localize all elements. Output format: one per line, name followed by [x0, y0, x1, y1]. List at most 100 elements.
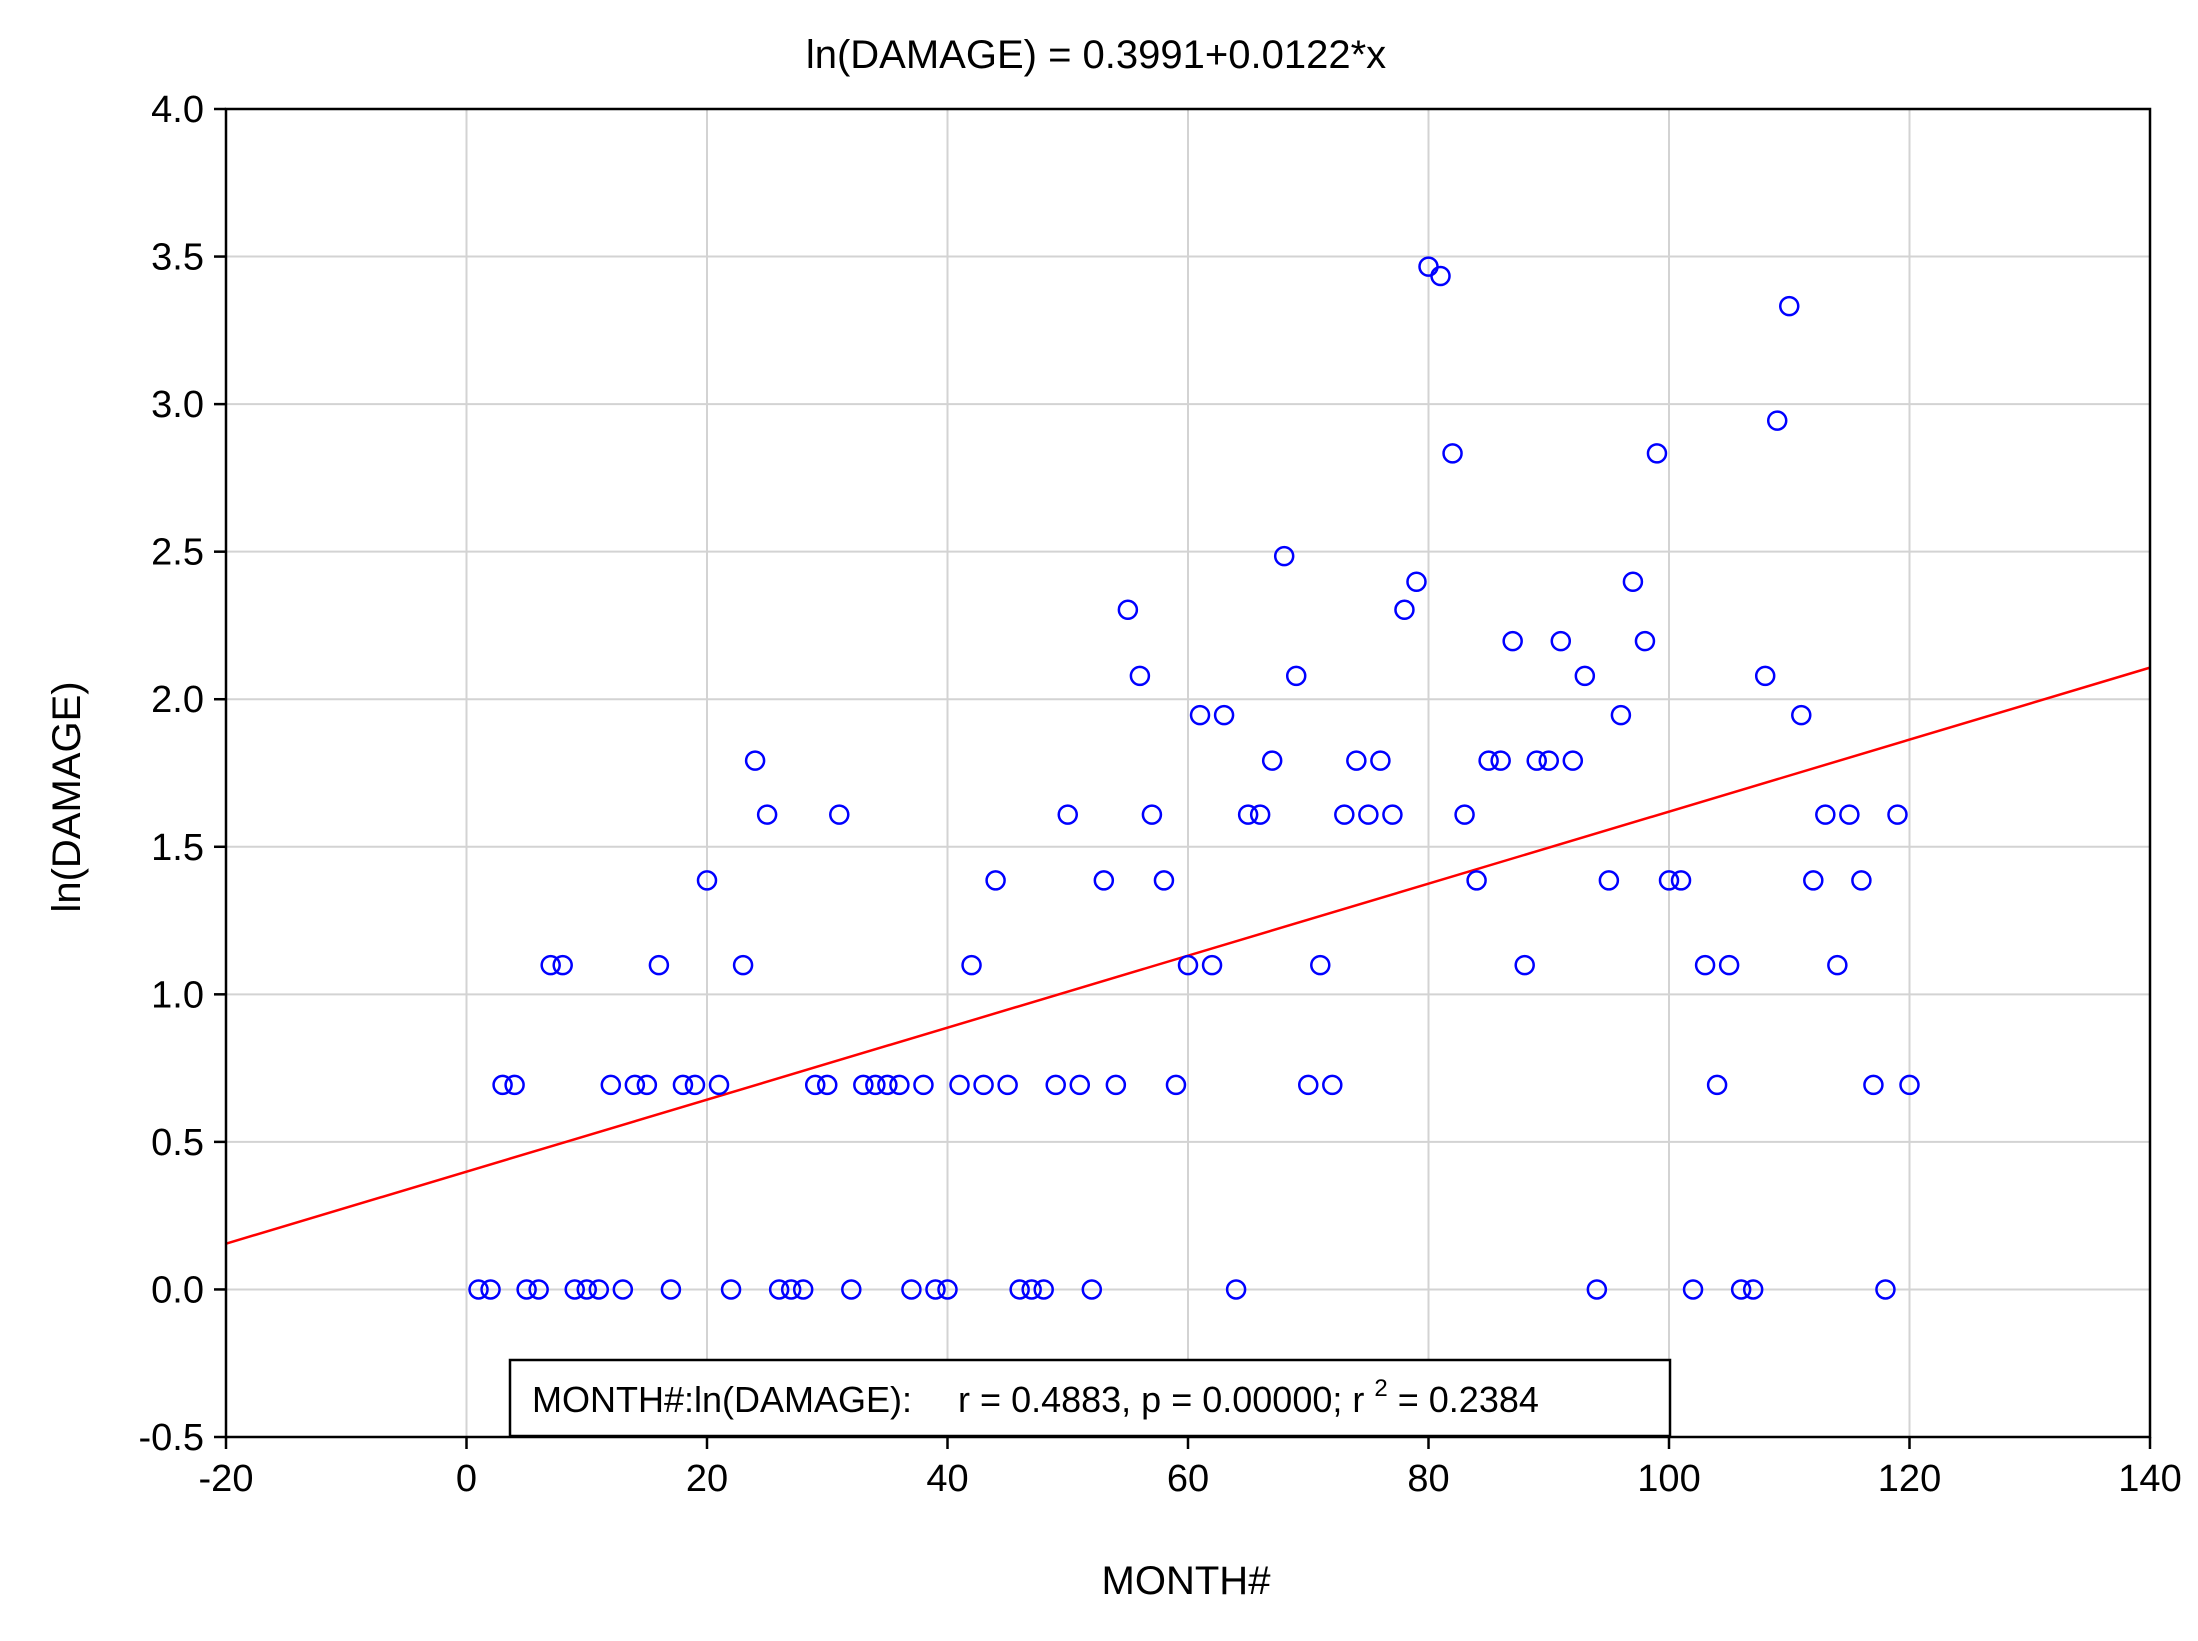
x-tick-label: 120 — [1878, 1458, 1941, 1500]
data-point — [732, 954, 754, 976]
x-tick-label: 80 — [1407, 1458, 1449, 1500]
y-tick-label: -0.5 — [139, 1417, 204, 1459]
data-point — [1562, 750, 1584, 771]
y-axis-label: ln(DAMAGE) — [45, 681, 89, 912]
data-point — [1526, 750, 1547, 771]
x-tick-label: -20 — [199, 1458, 254, 1500]
data-point — [1165, 1074, 1187, 1096]
data-point — [564, 1279, 585, 1300]
data-point — [889, 1074, 910, 1096]
data-point — [1105, 1074, 1127, 1096]
y-tick-label: 3.0 — [151, 384, 204, 426]
data-point — [1466, 870, 1487, 891]
data-point — [973, 1074, 994, 1096]
data-point — [1081, 1279, 1103, 1300]
data-point — [792, 1279, 814, 1300]
data-point — [1033, 1279, 1054, 1300]
x-tick-label: 0 — [456, 1458, 477, 1500]
data-point — [1646, 443, 1668, 464]
data-point — [480, 1279, 501, 1300]
data-point — [1598, 870, 1620, 891]
data-point — [1742, 1279, 1764, 1300]
svg-text:MONTH#:ln(DAMAGE): r =: MONTH#:ln(DAMAGE): r = 0.4883, p = 0.000… — [532, 1363, 1539, 1420]
data-point — [552, 954, 573, 976]
data-point — [1322, 1074, 1343, 1096]
data-point — [1141, 804, 1163, 825]
data-point — [1285, 665, 1307, 687]
y-tick-label: 1.0 — [151, 974, 204, 1016]
data-point — [1177, 954, 1199, 976]
stats-superscript: 2 — [1374, 1375, 1387, 1402]
data-point — [1574, 665, 1596, 687]
chart-title: ln(DAMAGE) = 0.3991+0.0122*x — [806, 33, 1386, 77]
x-axis-label: MONTH# — [1102, 1559, 1272, 1603]
data-point — [1839, 804, 1860, 825]
data-points — [468, 256, 1920, 1300]
x-tick-label: 20 — [686, 1458, 728, 1500]
data-point — [1827, 954, 1848, 976]
data-point — [1249, 804, 1271, 825]
data-point — [829, 804, 850, 825]
data-point — [768, 1279, 790, 1300]
data-point — [1213, 704, 1235, 726]
data-point — [1779, 295, 1800, 317]
data-point — [504, 1074, 525, 1096]
data-point — [720, 1279, 742, 1300]
data-point — [1694, 954, 1716, 976]
data-point — [528, 1279, 549, 1300]
data-point — [1382, 804, 1403, 825]
data-point — [1045, 1074, 1066, 1096]
stats-box: MONTH#:ln(DAMAGE): r = 0.4883, p = 0.000… — [508, 1358, 1672, 1438]
y-tick-label: 2.5 — [151, 532, 204, 574]
data-point — [540, 954, 561, 976]
data-point — [1514, 954, 1535, 976]
x-tick-label: 40 — [926, 1458, 968, 1500]
data-point — [1370, 750, 1391, 771]
data-point — [1550, 630, 1572, 652]
data-point — [624, 1074, 646, 1096]
data-point — [1670, 870, 1692, 891]
y-tick-label: 4.0 — [151, 89, 204, 131]
stats-r-text: r = 0.4883, p = 0.00000; r — [958, 1379, 1364, 1420]
data-point — [1730, 1279, 1752, 1300]
data-point — [1682, 1279, 1704, 1300]
data-point — [672, 1074, 694, 1096]
data-point — [1658, 870, 1680, 891]
data-point — [708, 1074, 730, 1096]
data-point — [1490, 750, 1511, 771]
data-point — [1718, 954, 1740, 976]
data-point — [1346, 750, 1367, 771]
x-tick-label: 60 — [1167, 1458, 1209, 1500]
data-point — [1815, 804, 1836, 825]
x-tick-label: 140 — [2118, 1458, 2181, 1500]
data-point — [468, 1279, 489, 1300]
data-point — [1430, 265, 1451, 287]
data-point — [1237, 804, 1259, 825]
data-point — [961, 954, 982, 976]
stats-prefix: MONTH#:ln(DAMAGE): — [532, 1379, 912, 1420]
data-point — [1057, 804, 1078, 825]
data-point — [1021, 1279, 1042, 1300]
data-point — [1899, 1074, 1920, 1096]
data-point — [600, 1074, 622, 1096]
data-point — [901, 1279, 922, 1300]
data-point — [1454, 804, 1475, 825]
data-point — [1394, 599, 1415, 621]
data-point — [648, 954, 670, 976]
data-point — [804, 1074, 826, 1096]
data-point — [1610, 704, 1632, 726]
data-point — [1875, 1279, 1896, 1300]
stats-r2-text: = 0.2384 — [1398, 1379, 1539, 1420]
data-point — [1153, 870, 1175, 891]
data-point — [1851, 870, 1872, 891]
data-point — [1538, 750, 1559, 771]
data-point — [949, 1074, 970, 1096]
data-point — [865, 1074, 886, 1096]
x-tick-label: 100 — [1637, 1458, 1700, 1500]
data-point — [1261, 750, 1283, 771]
data-point — [1706, 1074, 1728, 1096]
data-point — [696, 870, 718, 891]
data-point — [1622, 571, 1644, 593]
data-point — [877, 1074, 898, 1096]
data-point — [516, 1279, 537, 1300]
